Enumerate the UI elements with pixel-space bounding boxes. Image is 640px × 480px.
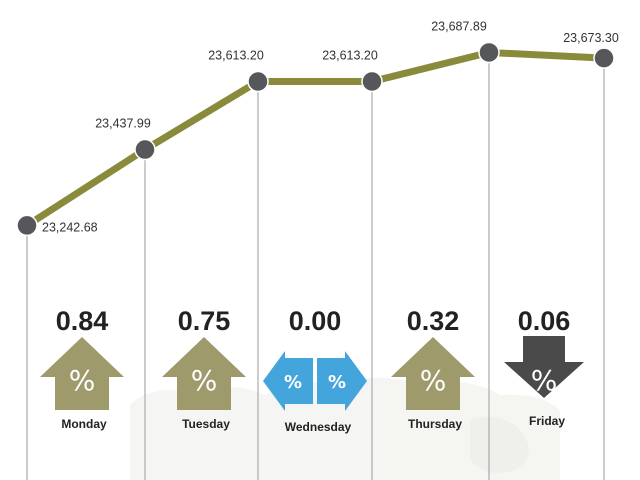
data-point-label: 23,242.68 — [42, 220, 98, 234]
day-label: Friday — [529, 414, 565, 428]
data-point-marker — [134, 138, 156, 161]
down-arrow-icon — [504, 336, 584, 398]
index-line — [23, 48, 608, 229]
daily-change-tuesday: 0.75% Tuesday — [162, 306, 246, 431]
data-point-label: 23,687.89 — [431, 19, 487, 33]
change-value: 0.06 — [518, 306, 571, 336]
day-label: Monday — [61, 417, 107, 431]
up-arrow-icon — [40, 337, 124, 410]
data-point-marker — [16, 214, 38, 237]
data-point-marker — [593, 47, 615, 69]
day-label: Wednesday — [285, 420, 352, 434]
daily-change-monday: 0.84% Monday — [40, 306, 124, 431]
data-point-label: 23,673.30 — [563, 31, 619, 45]
change-value: 0.00 — [289, 306, 342, 336]
data-point-marker — [361, 70, 383, 93]
data-point-label: 23,613.20 — [322, 48, 378, 62]
data-point-label: 23,437.99 — [95, 117, 151, 131]
percent-symbol: % — [531, 364, 558, 397]
change-value: 0.75 — [178, 306, 231, 336]
daily-change-thursday: 0.32% Thursday — [391, 306, 475, 431]
change-value: 0.32 — [407, 306, 460, 336]
data-point-label: 23,613.20 — [208, 48, 264, 62]
left-arrow-icon — [263, 351, 313, 411]
percent-symbol: % — [284, 372, 302, 393]
percent-symbol: % — [328, 372, 346, 393]
daily-change-friday: 0.06% Friday — [504, 306, 584, 428]
daily-change-wednesday: 0.00% % Wednesday — [263, 306, 367, 434]
data-point-marker — [247, 70, 269, 93]
up-arrow-icon — [391, 337, 475, 410]
percent-symbol: % — [191, 364, 218, 397]
index-series: 23,242.68 23,437.99 23,613.20 23,613.20 23,6… — [16, 19, 619, 237]
up-arrow-icon — [162, 337, 246, 410]
change-value: 0.84 — [56, 306, 109, 336]
day-label: Thursday — [408, 417, 462, 431]
day-label: Tuesday — [182, 417, 230, 431]
percent-symbol: % — [69, 364, 96, 397]
percent-symbol: % — [420, 364, 447, 397]
data-point-marker — [478, 41, 500, 64]
vertical-guide-lines — [26, 52, 605, 480]
right-arrow-icon — [317, 351, 367, 411]
